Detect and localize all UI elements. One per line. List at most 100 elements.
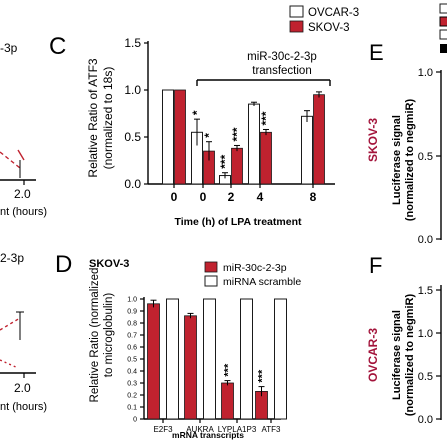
panel-f-letter: F: [369, 253, 382, 278]
y-tick-label: 0.1: [127, 404, 137, 411]
x-tick-label: 2: [228, 190, 235, 204]
panel-d-ylabel-2: to microglobulin): [103, 293, 115, 378]
significance-label: ***: [259, 111, 273, 125]
panel-d-subtitle: SKOV-3: [89, 258, 129, 270]
panel-e-ytick-1: 1.0: [418, 67, 433, 79]
panel-f-ylabel-1: Luciferase signal: [391, 310, 403, 400]
significance-label: ***: [222, 363, 234, 377]
panel-c-letter: C: [49, 33, 66, 60]
bar-mirna-scramble: [274, 298, 287, 420]
y-tick-label: 0.5: [127, 356, 137, 363]
y-tick-label: 1.0: [127, 296, 137, 303]
y-tick-label: 0.3: [127, 380, 137, 387]
legend-swatch-scramble: [204, 275, 218, 287]
panel-e-ylabel-2: (normalized to negmiR): [404, 99, 416, 222]
panel-e-legend-swatch-3: [439, 29, 447, 40]
left-top-xlabel: nt (hours): [0, 206, 47, 218]
legend-label-ovcar3: OVCAR-3: [308, 7, 359, 19]
significance-label: *: [190, 110, 204, 115]
left-top-partial-chart: -3p 2.0 nt (hours): [0, 41, 47, 218]
left-bottom-xtick: 2.0: [14, 381, 31, 395]
x-tick-label: ATF3: [262, 425, 282, 434]
x-tick-label: 0: [171, 190, 178, 204]
panel-d-xlabel: mRNA transcripts: [172, 430, 244, 440]
panel-f-ytick-0: 0.0: [418, 414, 433, 426]
bar-mirna-scramble: [240, 298, 253, 420]
significance-label: ***: [256, 369, 268, 383]
left-bottom-snippet-label: 2-3p: [0, 251, 24, 265]
left-bottom-partial-chart: 2-3p 2.0 nt (hours): [0, 251, 47, 413]
y-tick-label: 0.7: [127, 332, 137, 339]
y-tick-label: 0.4: [127, 368, 137, 375]
panel-f-cell-label: OVCAR-3: [366, 328, 380, 382]
panel-e-ytick-05: 0.5: [418, 151, 433, 163]
panel-e-legend-swatch-4: [440, 44, 447, 53]
panel-f-ytick-15: 1.5: [418, 285, 433, 297]
x-tick-label: 4: [257, 190, 264, 204]
x-tick-label: 0: [200, 190, 207, 204]
y-tick-label: 1.5: [124, 36, 141, 50]
bar-skov-3: [313, 94, 325, 185]
bar-mir-30c-2-3p: [221, 382, 234, 420]
panel-e-ytick-0: 0.0: [418, 234, 433, 246]
legend-swatch-skov3: [289, 20, 304, 33]
panel-d-letter: D: [55, 251, 72, 278]
panel-c-xlabel: Time (h) of LPA treatment: [175, 216, 302, 228]
y-tick-label: 0.9: [127, 308, 137, 315]
panel-e-legend-partial: [439, 3, 447, 53]
legend-swatch-mir: [204, 261, 218, 273]
significance-label: ***: [230, 127, 244, 141]
x-tick-label: 8: [310, 190, 317, 204]
panel-e-ylabel-1: Luciferase signal: [391, 115, 403, 205]
panel-e-legend-swatch-1: [439, 3, 447, 14]
y-tick-label: 0.5: [124, 130, 141, 144]
significance-label: *: [202, 133, 216, 138]
panel-e-letter: E: [369, 40, 384, 65]
panel-f-ylabel-2: (normalized to negmiR): [404, 294, 416, 417]
panel-e-legend-swatch-2: [439, 16, 447, 27]
bar-mirna-scramble: [166, 298, 179, 420]
bar-ovcar-3: [162, 89, 174, 185]
y-tick-label: 0.0: [124, 177, 141, 191]
x-tick-label: LYPLA1P3: [218, 425, 257, 434]
panel-d-plot: 0 0.1 0.2 0.3 0.4 0.5 0.6 0.7 0.8 0.9 1.0 E2F3 AUKRA…: [127, 296, 287, 434]
significance-label: ***: [218, 154, 232, 168]
legend-label-skov3: SKOV-3: [308, 22, 350, 34]
panel-e-cell-label: SKOV-3: [366, 118, 380, 162]
panel-c-plot: 0.0 0.5 1.0 1.5 0 * * 0 *** *** 2 *** 4 8: [124, 36, 335, 204]
bar-skov-3: [174, 89, 186, 185]
panel-d-legend: miR-30c-2-3p miRNA scramble: [204, 261, 301, 288]
left-bottom-dotted-line: [0, 359, 19, 369]
panel-f: F OVCAR-3 Luciferase signal (normalized …: [366, 253, 442, 426]
x-tick-label: AUKRA: [186, 425, 214, 434]
panel-d: D SKOV-3 Relative Ratio (normalized to m…: [55, 251, 301, 440]
panel-c-annotation-1: miR-30c-2-3p: [247, 51, 317, 63]
y-tick-label: 1.0: [124, 83, 141, 97]
left-top-xtick: 2.0: [14, 187, 31, 201]
left-top-dashed-line: [0, 151, 21, 169]
left-top-snippet-label: -3p: [0, 41, 18, 55]
y-tick-label: 0: [133, 416, 137, 423]
left-bottom-xlabel: nt (hours): [0, 401, 47, 413]
bar-mir-30c-2-3p: [147, 303, 160, 420]
panel-c-ylabel-2: (normalized to 18s): [101, 67, 115, 170]
legend-label-scramble: miRNA scramble: [223, 276, 301, 288]
legend-label-mir: miR-30c-2-3p: [223, 262, 287, 274]
panel-f-ytick-05: 0.5: [418, 371, 433, 383]
panel-d-ylabel-1: Relative Ratio (normalized: [89, 268, 101, 403]
y-tick-label: 0.6: [127, 344, 137, 351]
y-tick-label: 0.2: [127, 392, 137, 399]
left-bottom-dashed-line: [0, 317, 21, 331]
panel-c: C Relative Ratio of ATF3 (normalized to …: [49, 5, 359, 228]
y-tick-label: 0.8: [127, 320, 137, 327]
left-top-red-mark: [17, 149, 25, 161]
panel-c-ylabel-1: Relative Ratio of ATF3: [86, 58, 100, 177]
bar-skov-3: [260, 131, 272, 185]
panel-c-annotation-2: transfection: [252, 65, 311, 77]
panel-e: E SKOV-3 Luciferase signal (normalized t…: [366, 3, 447, 246]
bar-skov-3: [231, 147, 243, 185]
legend-swatch-ovcar3: [289, 5, 304, 18]
x-tick-label: E2F3: [153, 425, 173, 434]
bar-ovcar-3: [301, 115, 313, 185]
